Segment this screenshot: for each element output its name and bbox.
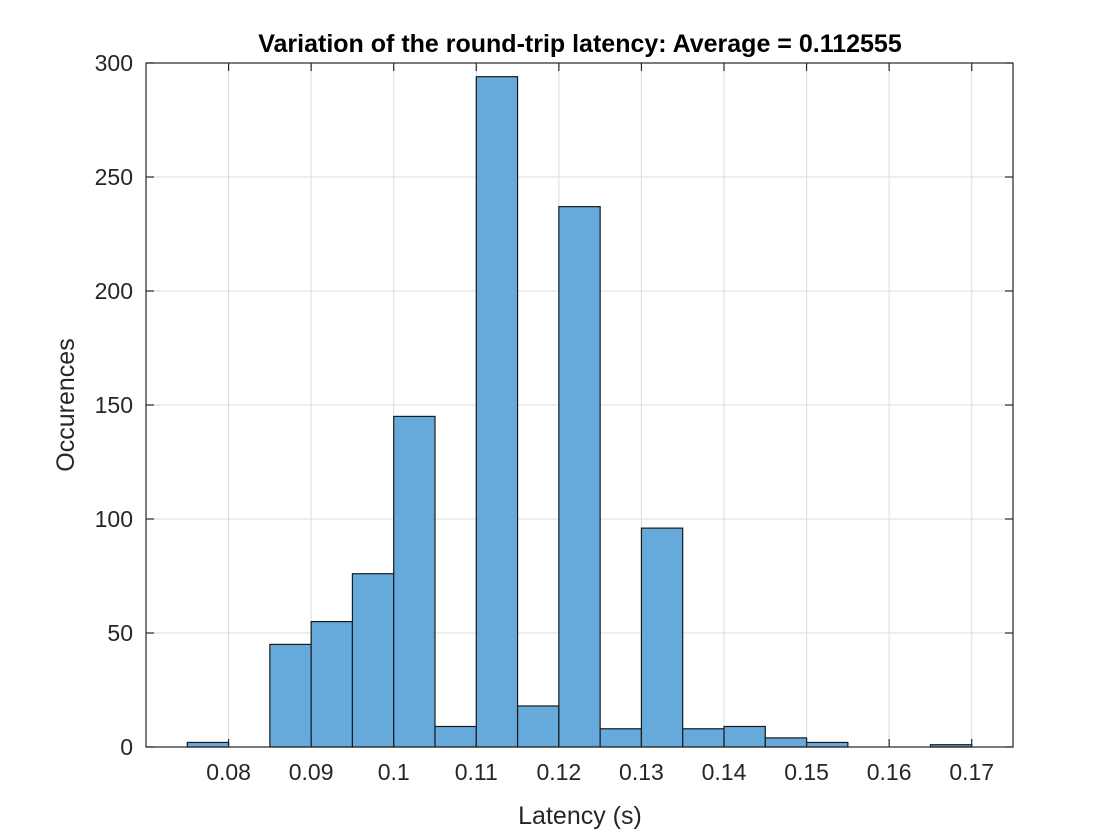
histogram-bar [682,728,725,748]
x-tick-labels: 0.08 0.09 0.1 0.11 0.12 0.13 0.14 0.15 0.16 0.17 [206,759,994,785]
histogram-bar [558,206,601,748]
y-tick-labels: 0 50 100 150 200 250 300 [95,50,133,760]
histogram-bar [516,705,560,748]
histogram-bar [764,737,808,748]
y-tick-label: 150 [95,392,133,418]
x-tick-label: 0.15 [784,759,829,785]
x-tick-label: 0.17 [949,759,994,785]
y-tick-label: 0 [120,734,133,760]
tick-marks [146,62,1013,748]
x-tick-label: 0.11 [455,759,498,785]
histogram-bar [269,643,312,748]
histogram-bar [186,741,230,748]
y-tick-label: 250 [95,164,133,190]
histogram-bar [475,76,519,748]
histogram-bar [434,725,477,748]
y-tick-label: 50 [107,620,133,646]
y-tick-label: 300 [95,50,133,76]
histogram-bar [599,728,643,748]
histogram-bars [186,76,973,748]
histogram-bar [393,415,436,748]
y-tick-label: 100 [95,506,133,532]
histogram-bar [805,741,849,748]
histogram-bar [310,620,354,748]
chart-title: Variation of the round-trip latency: Ave… [258,30,902,58]
y-tick-label: 200 [95,278,133,304]
histogram-bar [640,527,684,748]
x-tick-label: 0.1 [378,759,410,785]
x-axis-label: Latency (s) [518,802,642,830]
histogram-bar [351,573,395,748]
histogram-bar [723,725,766,748]
y-axis-label: Occurences [52,338,80,471]
x-tick-label: 0.08 [206,759,251,785]
x-tick-label: 0.14 [702,759,747,785]
x-tick-label: 0.12 [536,759,581,785]
x-tick-label: 0.09 [289,759,334,785]
x-tick-label: 0.13 [619,759,664,785]
x-tick-label: 0.16 [867,759,912,785]
